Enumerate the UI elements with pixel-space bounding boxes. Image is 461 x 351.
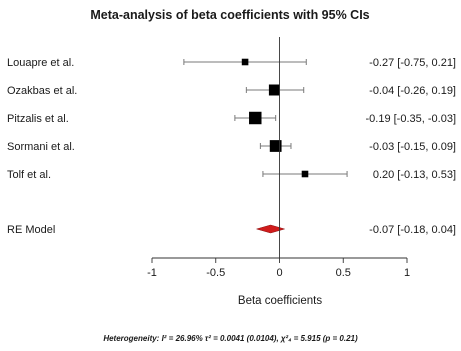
ci-text: -0.27 [-0.75, 0.21] <box>369 57 456 69</box>
x-axis-title: Beta coefficients <box>238 295 322 307</box>
ci-text: -0.03 [-0.15, 0.09] <box>369 141 456 153</box>
ci-text: 0.20 [-0.13, 0.53] <box>373 169 456 181</box>
chart-title: Meta-analysis of beta coefficients with … <box>90 8 369 22</box>
study-row: Ozakbas et al. -0.04 [-0.26, 0.19] <box>7 84 456 97</box>
heterogeneity-note: Heterogeneity: I² = 26.96% τ² = 0.0041 (… <box>103 334 358 343</box>
study-row: Pitzalis et al. -0.19 [-0.35, -0.03] <box>7 111 457 125</box>
estimate-point <box>269 140 282 152</box>
study-label: Sormani et al. <box>7 141 75 153</box>
study-label: Pitzalis et al. <box>7 113 69 125</box>
summary-diamond <box>255 224 286 234</box>
study-row: Tolf et al. 0.20 [-0.13, 0.53] <box>7 169 456 181</box>
summary-row: RE Model -0.07 [-0.18, 0.04] <box>7 224 456 236</box>
x-tick-label: 0 <box>276 267 282 279</box>
x-tick-label: 1 <box>404 267 410 279</box>
study-row: Sormani et al. -0.03 [-0.15, 0.09] <box>7 140 456 153</box>
study-row: Louapre et al. -0.27 [-0.75, 0.21] <box>7 57 456 69</box>
ci-text: -0.19 [-0.35, -0.03] <box>366 113 457 125</box>
x-tick-label: -1 <box>147 267 157 279</box>
estimate-point <box>249 111 262 125</box>
study-label: Tolf et al. <box>7 169 51 181</box>
study-label: Ozakbas et al. <box>7 85 77 97</box>
summary-ci-text: -0.07 [-0.18, 0.04] <box>369 224 456 236</box>
ci-text: -0.04 [-0.26, 0.19] <box>369 85 456 97</box>
x-tick-label: -0.5 <box>206 267 225 279</box>
estimate-point <box>241 58 249 66</box>
x-tick-label: 0.5 <box>336 267 351 279</box>
estimate-point <box>268 84 280 96</box>
estimate-point <box>301 170 309 178</box>
study-label: Louapre et al. <box>7 57 74 69</box>
summary-label: RE Model <box>7 224 55 236</box>
